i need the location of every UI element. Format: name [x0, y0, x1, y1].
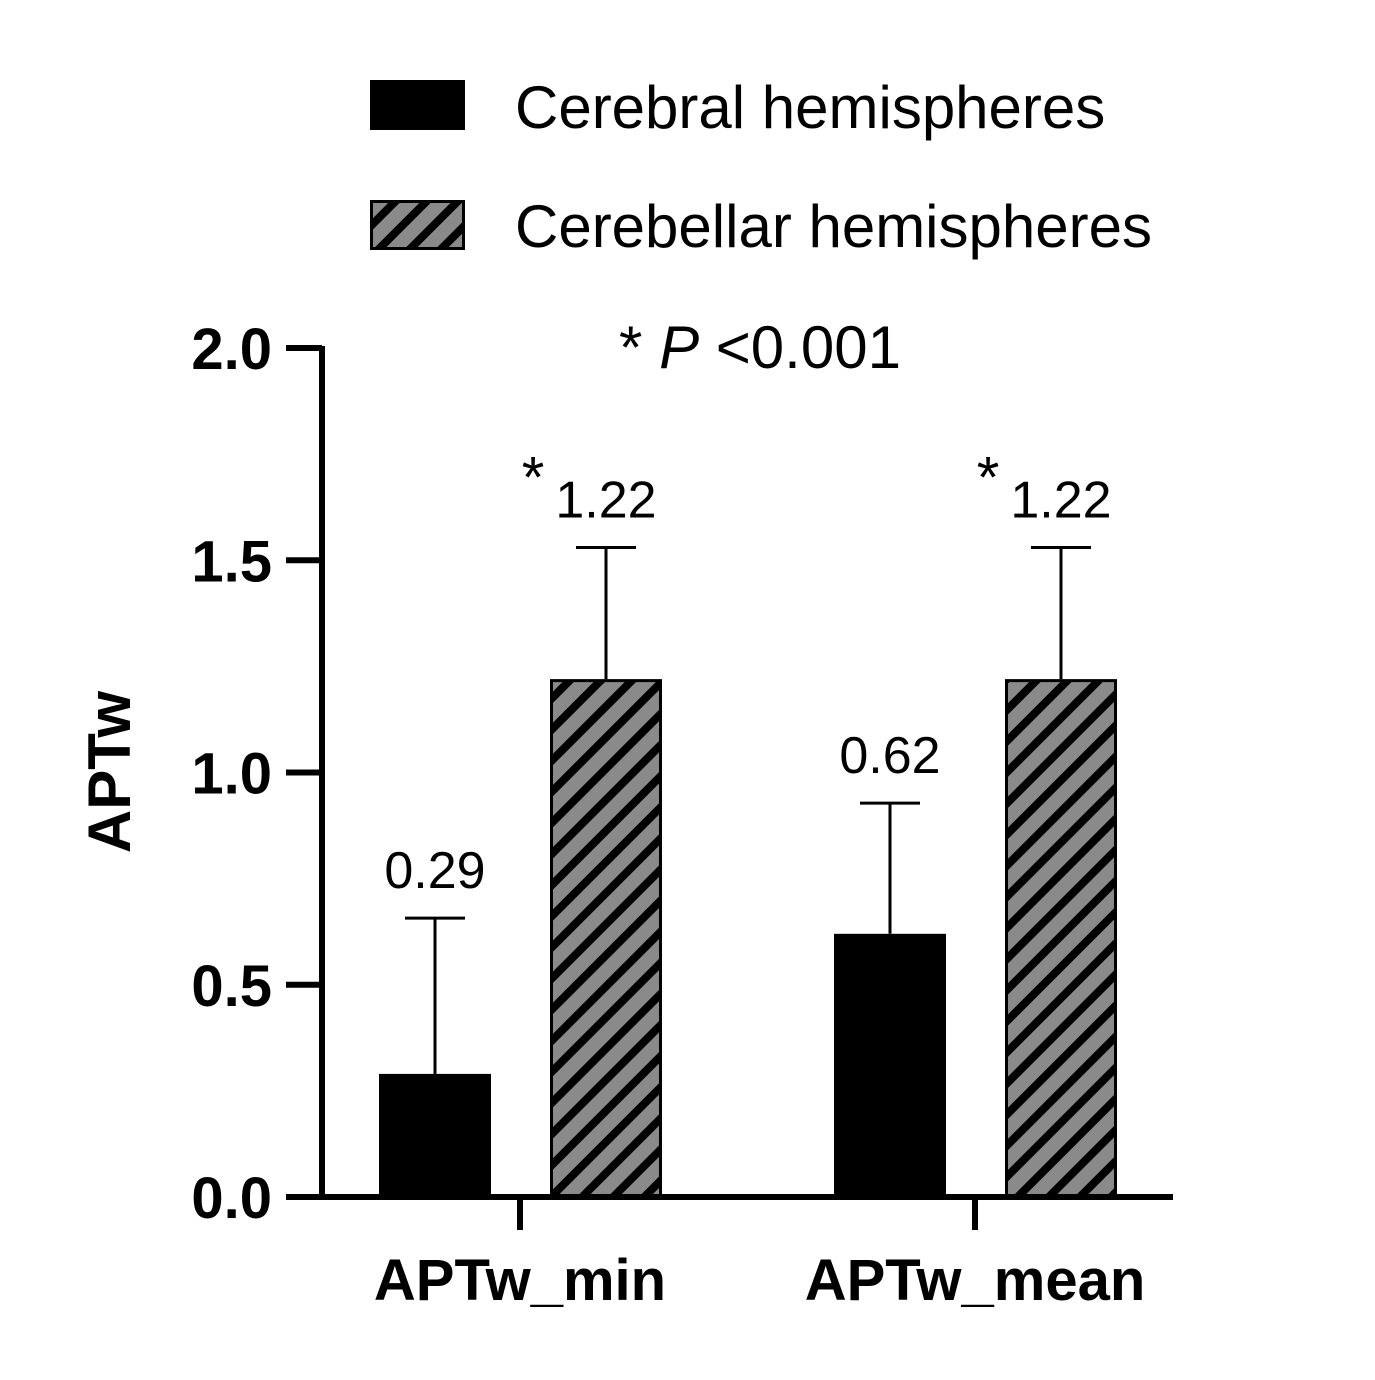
- data-label: 0.29: [384, 842, 485, 900]
- data-label: 1.22: [1010, 472, 1111, 530]
- y-tick-label: 0.0: [191, 1166, 272, 1231]
- legend-swatch-cerebral: [370, 80, 465, 130]
- bar-cerebral-hemispheres: [379, 1073, 491, 1197]
- y-tick-label: 0.5: [191, 954, 272, 1019]
- legend-swatch-cerebellar: [370, 200, 465, 250]
- legend-label-cerebral: Cerebral hemispheres: [515, 74, 1105, 141]
- legend-label-cerebellar: Cerebellar hemispheres: [515, 193, 1152, 260]
- y-tick-label: 1.5: [191, 529, 272, 594]
- bar-cerebral-hemispheres: [834, 933, 946, 1197]
- significance-star: *: [977, 446, 1000, 511]
- bar-cerebellar-hemispheres: [1005, 679, 1117, 1199]
- significance-star: *: [522, 446, 545, 511]
- p-symbol: P: [659, 314, 699, 381]
- y-tick-label: 2.0: [191, 317, 272, 382]
- p-value-annotation: * P <0.001: [619, 314, 901, 381]
- data-label: 1.22: [555, 472, 656, 530]
- p-threshold: <0.001: [716, 314, 901, 381]
- y-axis-label: APTw: [76, 691, 143, 854]
- data-label: 0.62: [839, 727, 940, 785]
- x-ticks: APTw_min APTw_mean: [374, 1197, 1145, 1313]
- x-tick-label: APTw_mean: [805, 1248, 1146, 1313]
- x-tick-label: APTw_min: [374, 1248, 666, 1313]
- legend: Cerebral hemispheres Cerebellar hemisphe…: [370, 74, 1152, 260]
- y-tick-label: 1.0: [191, 742, 272, 807]
- bars: 0.291.22*0.621.22*: [379, 446, 1117, 1199]
- p-star: *: [619, 314, 642, 381]
- bar-cerebellar-hemispheres: [550, 679, 662, 1199]
- y-ticks: 0.0 0.5 1.0 1.5 2.0: [191, 317, 322, 1231]
